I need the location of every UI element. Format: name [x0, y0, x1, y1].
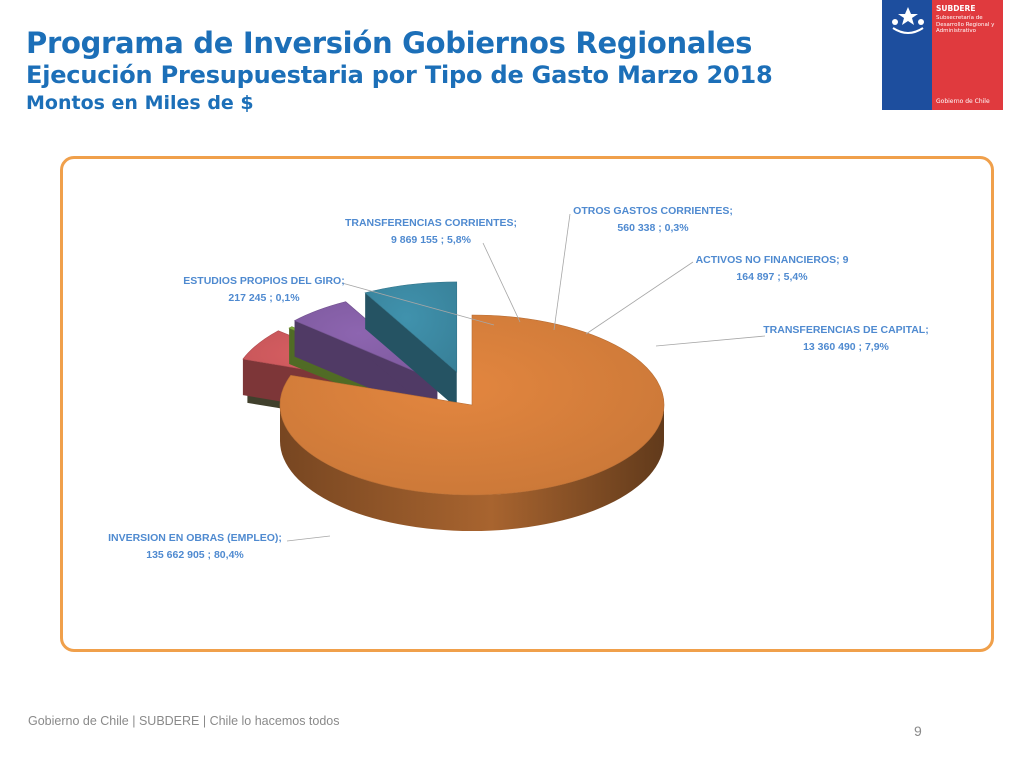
data-label-value: 217 245 ; 0,1%: [228, 292, 300, 304]
leader-line: [655, 335, 766, 347]
data-label-name: OTROS GASTOS CORRIENTES;: [573, 205, 733, 217]
data-label-name: ESTUDIOS PROPIOS DEL GIRO;: [183, 275, 344, 287]
slide-subtitle: Ejecución Presupuestaria por Tipo de Gas…: [26, 61, 773, 89]
units-note: Montos en Miles de $: [26, 92, 254, 114]
data-label-value: 560 338 ; 0,3%: [617, 222, 689, 234]
data-label-name: TRANSFERENCIAS CORRIENTES;: [345, 217, 517, 229]
data-label-value: 164 897 ; 5,4%: [736, 271, 808, 283]
coat-of-arms-icon: [892, 7, 924, 34]
footer-text: Gobierno de Chile | SUBDERE | Chile lo h…: [28, 714, 340, 728]
leader-line: [553, 213, 571, 331]
chart-frame: [60, 156, 994, 652]
leader-line: [585, 261, 694, 335]
data-label-name: INVERSION EN OBRAS (EMPLEO);: [108, 532, 282, 544]
page-number: 9: [914, 723, 922, 739]
data-label-name: ACTIVOS NO FINANCIEROS; 9: [696, 254, 849, 266]
data-label-name: TRANSFERENCIAS DE CAPITAL;: [763, 324, 928, 336]
logo-subtext: Subsecretaría de Desarrollo Regional y A…: [936, 15, 995, 34]
logo-brand: SUBDERE: [936, 4, 976, 13]
data-label-value: 135 662 905 ; 80,4%: [146, 549, 244, 561]
leader-line: [341, 282, 495, 326]
logo-red-band: [932, 0, 1003, 110]
slide-title: Programa de Inversión Gobiernos Regional…: [26, 26, 753, 60]
logo-government: Gobierno de Chile: [936, 98, 990, 105]
data-label-value: 13 360 490 ; 7,9%: [803, 341, 889, 353]
leader-line: [286, 535, 331, 542]
pie-slice: [364, 281, 458, 408]
pie-slice: [279, 314, 665, 531]
data-label-value: 9 869 155 ; 5,8%: [391, 234, 472, 246]
leader-line: [482, 242, 521, 323]
subdere-logo: SUBDERE Subsecretaría de Desarrollo Regi…: [882, 0, 1003, 110]
